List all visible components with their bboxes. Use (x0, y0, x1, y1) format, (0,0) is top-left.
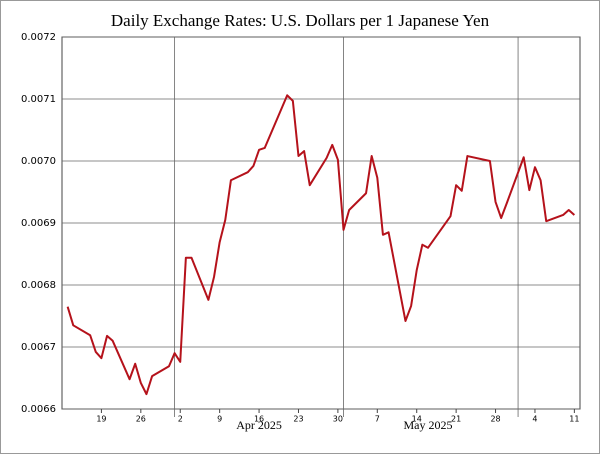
x-tick-label: 26 (136, 415, 146, 424)
x-tick-label: 2 (178, 415, 183, 424)
y-tick-label: 0.0072 (21, 32, 56, 43)
x-tick-label: 4 (532, 415, 537, 424)
y-tick-label: 0.0068 (21, 280, 56, 291)
x-tick-label: 28 (490, 415, 500, 424)
x-tick-label: 16 (254, 415, 264, 424)
y-tick-label: 0.0071 (21, 94, 56, 105)
y-tick-label: 0.0066 (21, 404, 56, 415)
y-tick-label: 0.0070 (21, 156, 56, 167)
x-tick-label: 21 (451, 415, 461, 424)
y-tick-label: 0.0067 (21, 342, 56, 353)
x-tick-label: 7 (375, 415, 380, 424)
x-tick-label: 23 (293, 415, 303, 424)
chart-title: Daily Exchange Rates: U.S. Dollars per 1… (111, 11, 490, 30)
series-line (66, 94, 576, 396)
x-tick-label: 30 (333, 415, 343, 424)
x-tick-label: 11 (569, 415, 579, 424)
month-label: May 2025 (403, 418, 452, 432)
x-tick-label: 19 (96, 415, 106, 424)
y-tick-label: 0.0069 (21, 218, 56, 229)
month-label: Apr 2025 (236, 418, 282, 432)
x-tick-label: 9 (217, 415, 222, 424)
x-tick-label: 14 (412, 415, 422, 424)
